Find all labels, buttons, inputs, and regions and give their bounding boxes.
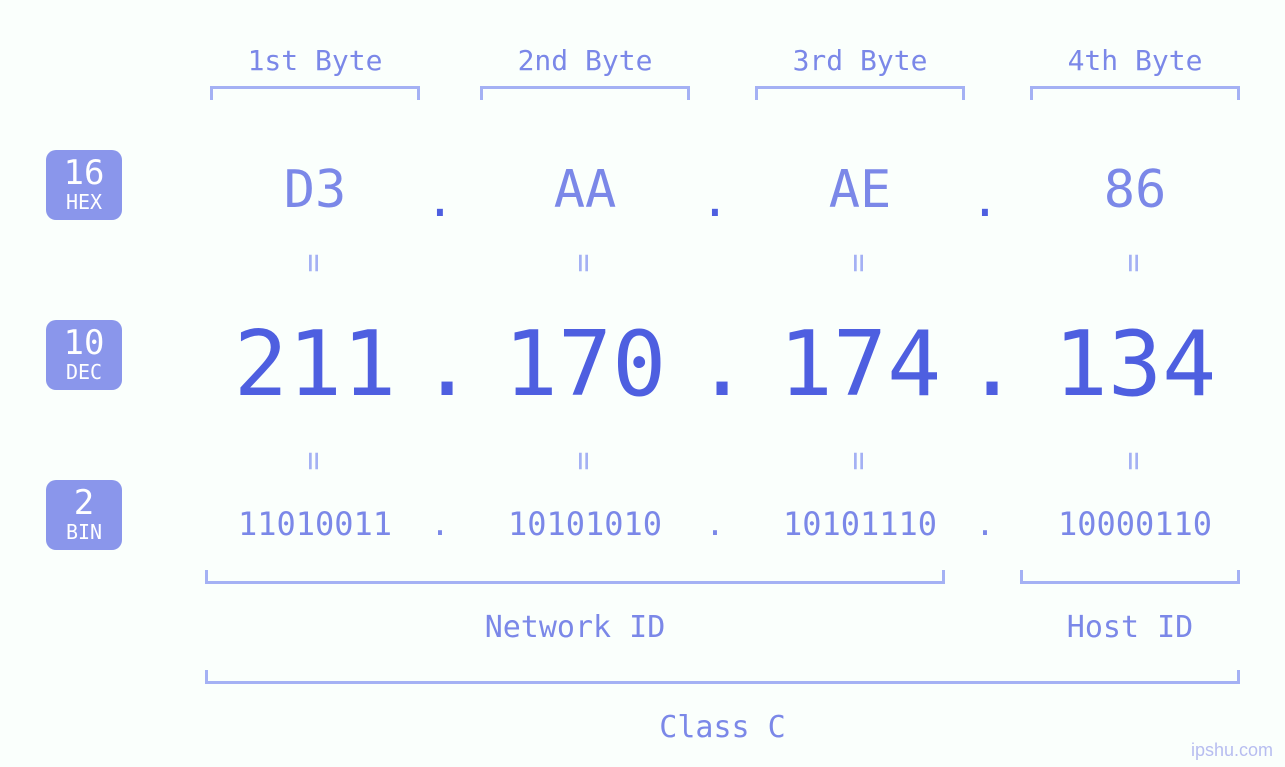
byte-label-1: 1st Byte	[210, 44, 420, 77]
hex-1: D3	[210, 160, 420, 220]
bin-dot-2: .	[695, 505, 735, 543]
badge-hex-num: 16	[46, 156, 122, 190]
bracket-byte-3	[755, 86, 965, 100]
bin-dot-3: .	[965, 505, 1005, 543]
eq1-3: =	[755, 244, 965, 282]
badge-hex: 16 HEX	[46, 150, 122, 220]
badge-dec-num: 10	[46, 326, 122, 360]
badge-hex-lbl: HEX	[46, 192, 122, 212]
hex-3: AE	[755, 160, 965, 220]
hex-4: 86	[1030, 160, 1240, 220]
hex-2: AA	[480, 160, 690, 220]
badge-bin: 2 BIN	[46, 480, 122, 550]
bin-3: 10101110	[725, 505, 995, 543]
eq2-1: =	[210, 442, 420, 480]
bracket-byte-2	[480, 86, 690, 100]
watermark: ipshu.com	[1191, 740, 1273, 761]
label-class: Class C	[205, 710, 1240, 745]
label-network: Network ID	[205, 610, 945, 645]
badge-dec-lbl: DEC	[46, 362, 122, 382]
dec-2: 170	[450, 312, 720, 417]
eq1-4: =	[1030, 244, 1240, 282]
hex-dot-1: .	[420, 172, 460, 228]
eq2-3: =	[755, 442, 965, 480]
dec-dot-2: .	[695, 312, 735, 417]
dec-3: 174	[725, 312, 995, 417]
hex-dot-3: .	[965, 172, 1005, 228]
bracket-class	[205, 670, 1240, 684]
bin-1: 11010011	[180, 505, 450, 543]
bin-2: 10101010	[450, 505, 720, 543]
bracket-host	[1020, 570, 1240, 584]
eq1-2: =	[480, 244, 690, 282]
bin-dot-1: .	[420, 505, 460, 543]
hex-dot-2: .	[695, 172, 735, 228]
dec-dot-1: .	[420, 312, 460, 417]
bin-4: 10000110	[1000, 505, 1270, 543]
bracket-byte-4	[1030, 86, 1240, 100]
bracket-network	[205, 570, 945, 584]
label-host: Host ID	[1020, 610, 1240, 645]
eq2-2: =	[480, 442, 690, 480]
dec-4: 134	[1000, 312, 1270, 417]
dec-dot-3: .	[965, 312, 1005, 417]
dec-1: 211	[180, 312, 450, 417]
badge-bin-num: 2	[46, 486, 122, 520]
byte-label-3: 3rd Byte	[755, 44, 965, 77]
bracket-byte-1	[210, 86, 420, 100]
badge-dec: 10 DEC	[46, 320, 122, 390]
byte-label-2: 2nd Byte	[480, 44, 690, 77]
badge-bin-lbl: BIN	[46, 522, 122, 542]
eq2-4: =	[1030, 442, 1240, 480]
eq1-1: =	[210, 244, 420, 282]
byte-label-4: 4th Byte	[1030, 44, 1240, 77]
